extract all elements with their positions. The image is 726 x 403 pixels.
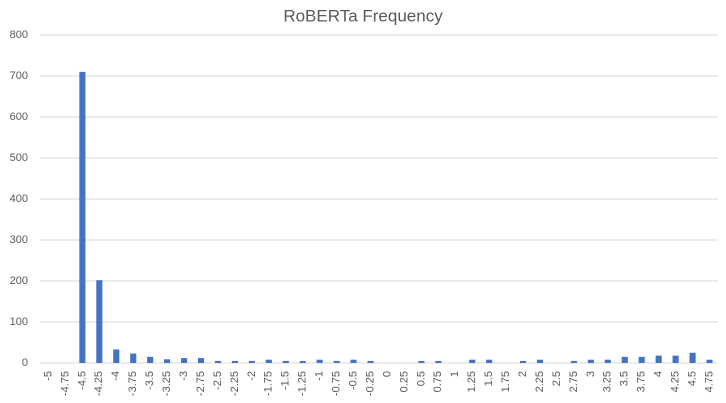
bar (79, 71, 86, 364)
bar (282, 360, 289, 363)
bar (570, 360, 577, 363)
bar (214, 360, 222, 363)
bar (486, 359, 493, 363)
x-tick-label: 1.75 (500, 371, 512, 392)
bar (587, 359, 594, 363)
x-tick-label: 2.5 (551, 371, 563, 386)
x-tick-label: -0.5 (347, 371, 359, 390)
x-tick-label: -5 (42, 371, 54, 381)
bar (350, 359, 357, 363)
x-tick-label: -1.5 (280, 371, 292, 390)
y-tick-label: 600 (10, 111, 28, 123)
bar (655, 355, 662, 363)
x-tick-label: -4.75 (59, 371, 71, 396)
bar (181, 358, 188, 363)
x-tick-label: 4.5 (686, 371, 698, 386)
x-tick-label: 1 (449, 371, 461, 377)
bar (299, 360, 306, 363)
bar (147, 356, 154, 363)
x-tick-label: 3 (585, 371, 597, 377)
x-tick-label: 4.25 (670, 371, 682, 392)
bar (604, 359, 611, 363)
bar (621, 356, 628, 363)
bar (333, 360, 340, 363)
bar (113, 349, 120, 363)
y-tick-label: 700 (10, 70, 28, 82)
x-tick-label: 4 (653, 371, 665, 377)
x-tick-label: 4.75 (703, 371, 715, 392)
y-tick-label: 400 (10, 193, 28, 205)
x-tick-label: -2.25 (229, 371, 241, 396)
x-tick-label: 3.25 (602, 371, 614, 392)
x-tick-label: 1.5 (483, 371, 495, 386)
chart-title: RoBERTa Frequency (283, 6, 443, 25)
bar (231, 360, 238, 363)
bar (316, 359, 323, 363)
x-tick-label: -0.25 (364, 371, 376, 396)
bar (638, 356, 645, 363)
x-tick-label: -2.75 (195, 371, 207, 396)
y-tick-label: 500 (10, 152, 28, 164)
y-tick-label: 800 (10, 29, 28, 41)
x-tick-label: 3.5 (619, 371, 631, 386)
x-tick-label: -1 (314, 371, 326, 381)
x-tick-label: 2 (517, 371, 529, 377)
bar (197, 358, 205, 363)
bar (469, 359, 476, 363)
bar (248, 360, 255, 363)
x-tick-label: -3 (178, 371, 190, 381)
bar (520, 360, 527, 363)
bar (367, 360, 374, 363)
bar (672, 355, 679, 363)
x-tick-label: -3.5 (144, 371, 156, 390)
x-tick-label: 3.75 (636, 371, 648, 392)
bar (689, 352, 696, 363)
x-tick-label: -2 (246, 371, 258, 381)
x-tick-label: -4.5 (76, 371, 88, 390)
x-tick-label: 2.75 (568, 371, 580, 392)
x-tick-label: -4 (110, 371, 122, 381)
x-tick-label: -2.5 (212, 371, 224, 390)
x-tick-label: 1.25 (466, 371, 478, 392)
x-tick-label: 0.75 (432, 371, 444, 392)
x-tick-label: 2.25 (534, 371, 546, 392)
x-tick-label: -3.25 (161, 371, 173, 396)
bar (164, 359, 171, 363)
x-tick-label: 0.25 (398, 371, 410, 392)
bar (418, 360, 425, 363)
x-tick-label: -1.75 (263, 371, 275, 396)
bar (96, 280, 103, 363)
x-tick-label: -4.25 (93, 371, 105, 396)
y-tick-label: 0 (22, 357, 28, 369)
y-tick-label: 100 (10, 316, 28, 328)
x-tick-label: -0.75 (331, 371, 343, 396)
bar (706, 359, 713, 363)
x-tick-label: -1.25 (297, 371, 309, 396)
bar (265, 359, 272, 363)
bar (435, 360, 442, 363)
x-tick-label: -3.75 (127, 371, 139, 396)
bar (536, 359, 544, 363)
x-tick-label: 0.5 (415, 371, 427, 386)
x-tick-label: 0 (381, 371, 393, 377)
y-tick-label: 200 (10, 275, 28, 287)
bar (130, 353, 137, 363)
y-tick-label: 300 (10, 234, 28, 246)
